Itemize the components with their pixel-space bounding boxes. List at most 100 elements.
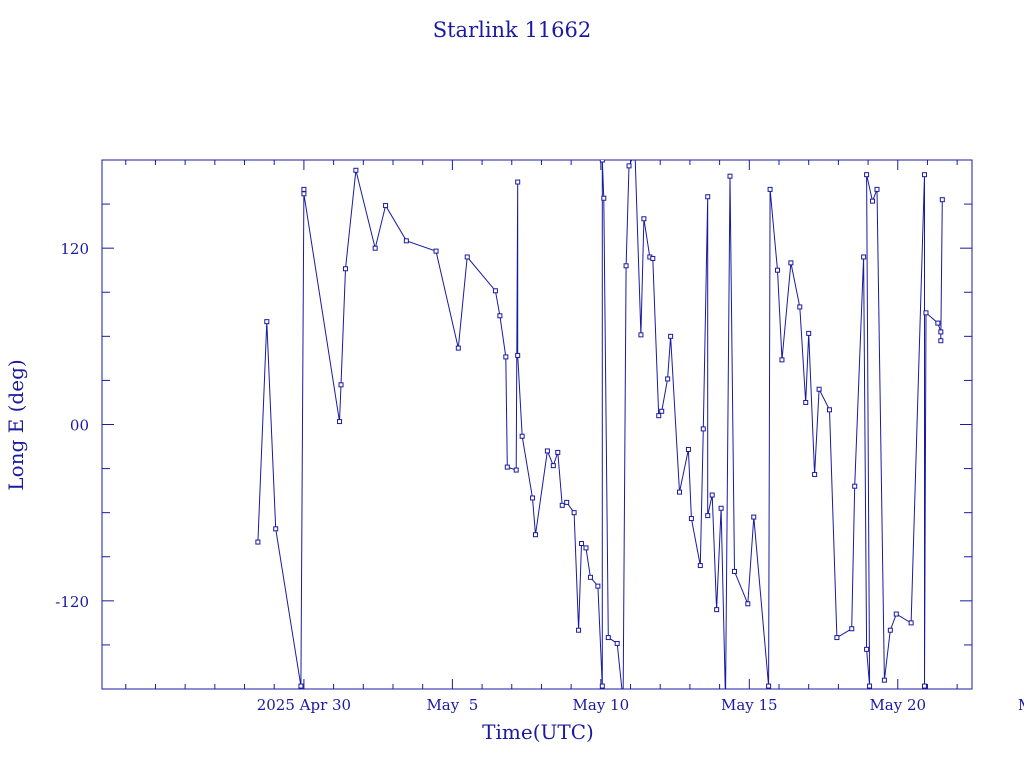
- data-point: [908, 620, 914, 626]
- data-point: [867, 683, 873, 689]
- data-point: [638, 332, 644, 338]
- data-point: [766, 683, 772, 689]
- data-point: [714, 607, 720, 613]
- data-point: [893, 611, 899, 617]
- data-point: [403, 238, 409, 244]
- data-point: [939, 197, 945, 203]
- data-point: [731, 568, 737, 574]
- data-point: [685, 446, 691, 452]
- x-tick-label: 2025 Apr 30: [257, 696, 351, 714]
- data-point: [555, 449, 561, 455]
- data-point: [668, 333, 674, 339]
- data-point: [353, 167, 359, 173]
- data-point: [870, 198, 876, 204]
- data-point: [338, 382, 344, 388]
- data-point: [492, 288, 498, 294]
- data-point: [383, 203, 389, 209]
- data-point: [816, 386, 822, 392]
- data-point: [433, 248, 439, 254]
- data-point: [601, 195, 607, 201]
- x-tick-label: May 20: [869, 696, 926, 714]
- chart-title: Starlink 11662: [433, 18, 592, 42]
- x-tick-label: May 10: [573, 696, 630, 714]
- data-point: [697, 563, 703, 569]
- data-point: [464, 254, 470, 260]
- data-point: [656, 413, 662, 419]
- data-point: [938, 338, 944, 344]
- data-point: [530, 495, 536, 501]
- data-point: [626, 163, 632, 169]
- x-axis-label: Time(UTC): [482, 720, 594, 744]
- data-point: [342, 266, 348, 272]
- data-point: [797, 304, 803, 310]
- data-point: [515, 179, 521, 185]
- y-tick-label: 00: [70, 417, 89, 435]
- data-point: [677, 489, 683, 495]
- data-point: [923, 310, 929, 316]
- data-point: [571, 510, 577, 516]
- data-point: [550, 463, 556, 469]
- data-point: [255, 539, 261, 545]
- data-point: [605, 635, 611, 641]
- data-point: [559, 502, 565, 508]
- data-point: [745, 601, 751, 607]
- data-point: [665, 376, 671, 382]
- data-point: [921, 683, 927, 689]
- x-axis-ticks: 2025 Apr 30 May 5 May 10 May 15 May 20 May 25: [125, 160, 1024, 714]
- data-point: [564, 499, 570, 505]
- data-point: [803, 399, 809, 405]
- data-point: [587, 574, 593, 580]
- data-point: [812, 471, 818, 477]
- data-point: [779, 357, 785, 363]
- data-point: [709, 492, 715, 498]
- data-point: [455, 345, 461, 351]
- data-point: [595, 583, 601, 589]
- data-point: [533, 532, 539, 538]
- y-axis-ticks: 120 00 -120: [55, 203, 972, 646]
- data-point: [264, 319, 270, 325]
- data-point: [874, 186, 880, 192]
- y-axis-label: Long E (deg): [4, 359, 28, 490]
- data-point: [788, 260, 794, 266]
- data-point: [513, 467, 519, 473]
- data-point: [849, 626, 855, 632]
- data-point: [935, 320, 941, 326]
- data-point: [337, 419, 343, 425]
- data-point: [519, 433, 525, 439]
- data-point: [623, 263, 629, 269]
- data-point: [727, 173, 733, 179]
- data-point: [576, 627, 582, 633]
- series-layer: [255, 151, 945, 689]
- data-point: [659, 408, 665, 414]
- data-point: [497, 313, 503, 319]
- data-point: [775, 267, 781, 273]
- data-point: [834, 635, 840, 641]
- data-point: [705, 513, 711, 519]
- data-point: [887, 627, 893, 633]
- data-point: [599, 160, 605, 163]
- plot-frame: [101, 159, 973, 690]
- data-point: [583, 545, 589, 551]
- series-line: [257, 160, 943, 689]
- data-point: [298, 683, 304, 689]
- data-point: [881, 677, 887, 683]
- data-point: [372, 245, 378, 251]
- data-point: [301, 186, 307, 192]
- data-point: [599, 683, 605, 689]
- data-point: [544, 448, 550, 454]
- data-point: [700, 426, 706, 432]
- x-tick-label: May 15: [721, 696, 778, 714]
- x-tick-label: May 5: [426, 696, 478, 714]
- data-point: [938, 329, 944, 335]
- data-point: [301, 191, 307, 197]
- data-point: [861, 254, 867, 260]
- data-point: [826, 407, 832, 413]
- data-point: [641, 216, 647, 222]
- data-point: [633, 151, 637, 155]
- x-tick-label: May 25: [1018, 696, 1024, 714]
- data-point: [864, 172, 870, 178]
- data-point: [515, 352, 521, 358]
- data-point: [921, 172, 927, 178]
- data-point: [806, 330, 812, 336]
